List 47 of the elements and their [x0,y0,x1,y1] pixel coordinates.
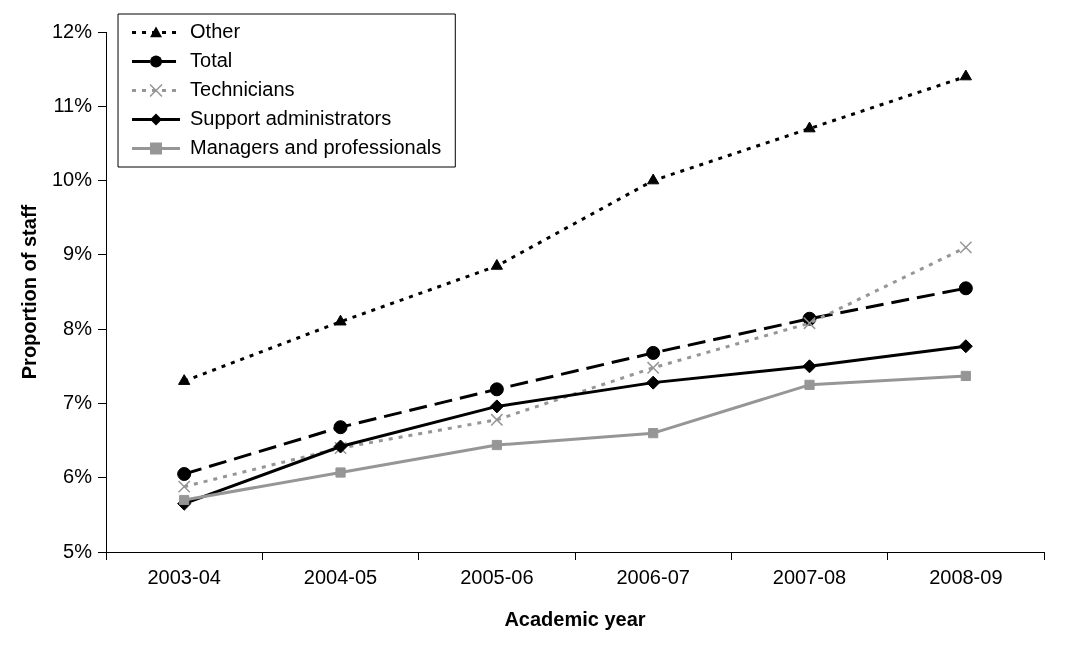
point [804,379,815,390]
y-tick-label: 12% [52,19,93,42]
point [489,382,504,397]
y-tick-label: 11% [53,93,93,116]
point [959,69,972,81]
point [803,121,816,133]
x-tick-label: 2004-05 [303,565,378,588]
point [646,361,660,375]
point [177,480,191,494]
y-axis-title: Proportion of staff [17,204,40,380]
point [179,494,190,506]
point [646,375,661,390]
y-tick-label: 5% [63,539,93,562]
point [177,467,192,481]
point [335,467,346,478]
x-tick-label: 2008-09 [929,565,1003,588]
y-tick-label: 6% [63,465,93,488]
point [490,413,504,427]
x-tick-label: 2007-08 [772,565,847,588]
point [334,314,347,326]
legend-label: Total [190,49,233,72]
point [958,339,973,354]
point [490,259,503,270]
point [648,428,659,439]
x-tick-label: 2006-07 [616,565,690,588]
x-tick-label: 2003-04 [147,565,221,588]
legend-label: Support administrators [190,107,392,130]
y-tick-label: 7% [63,390,93,413]
point [178,374,191,385]
point [333,420,348,435]
y-tick-label: 8% [63,316,93,339]
point [489,399,504,414]
point [491,439,502,451]
point [959,241,973,254]
point [803,316,816,330]
legend-label: Managers and professionals [190,136,442,159]
x-axis-title: Academic year [504,607,646,630]
y-tick-label: 9% [63,242,93,265]
point [958,281,973,296]
point [646,345,661,360]
y-tick-label: 10% [52,168,93,191]
point [647,173,660,185]
point [960,370,971,382]
legend-label: Technicians [190,78,295,101]
x-tick-label: 2005-06 [460,565,534,588]
point [802,359,817,374]
legend-label: Other [190,20,241,43]
